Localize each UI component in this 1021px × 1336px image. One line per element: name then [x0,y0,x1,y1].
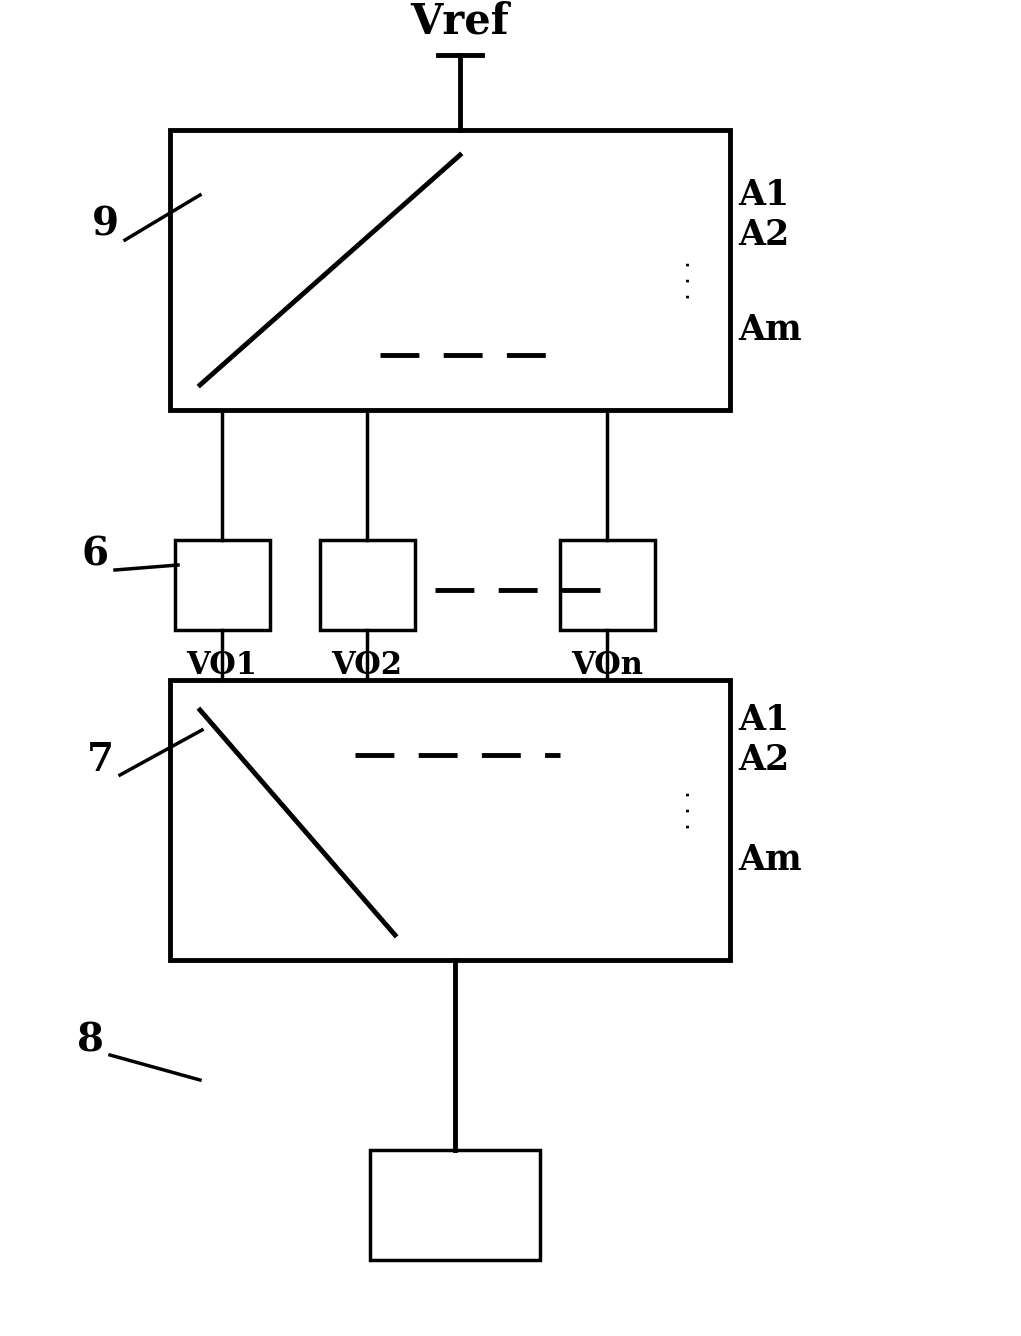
Bar [370,1150,540,1260]
Text: A2: A2 [738,743,789,778]
Bar [171,680,730,961]
Text: A1: A1 [738,703,789,737]
Text: 9: 9 [92,206,118,244]
Text: 7: 7 [87,741,113,779]
Text: VO2: VO2 [332,651,402,681]
Text: 6: 6 [82,536,108,574]
Text: Am: Am [738,313,801,347]
Text: A2: A2 [738,218,789,253]
Bar [171,130,730,410]
Text: Vref: Vref [410,1,509,43]
Bar [560,540,655,631]
Bar [320,540,415,631]
Bar [175,540,270,631]
Text: · · ·: · · · [678,790,702,830]
Text: · · ·: · · · [678,261,702,301]
Text: VO1: VO1 [187,651,257,681]
Text: Am: Am [738,843,801,876]
Text: 8: 8 [77,1021,103,1059]
Text: VOn: VOn [571,651,643,681]
Text: A1: A1 [738,178,789,212]
